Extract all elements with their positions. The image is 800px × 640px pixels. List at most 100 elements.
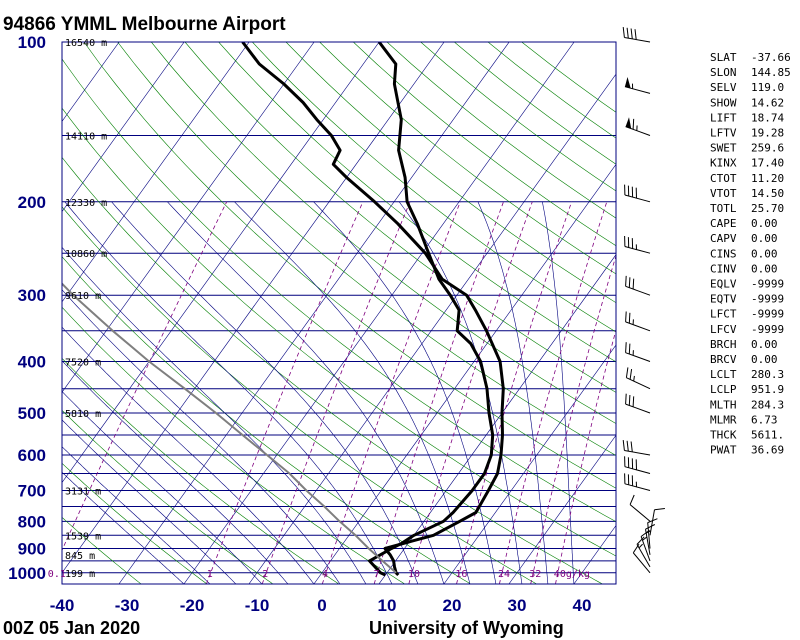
mixing-ratio-label: 40g/kg [554,569,590,580]
pressure-tick-label: 1000 [8,564,46,583]
wind-barb [629,494,651,522]
index-value: 119.0 [751,81,784,94]
mixing-ratio-label: 0.1 [48,569,66,580]
index-value: 284.3 [751,398,784,411]
pressure-tick-label: 800 [18,512,46,531]
source-credit: University of Wyoming [369,618,564,638]
chart-title: 94866 YMML Melbourne Airport [3,14,286,35]
index-value: 36.69 [751,444,784,457]
parcel-profile [62,282,397,574]
temperature-tick-label: 20 [443,596,462,615]
mixing-ratio-label: 24 [498,569,510,580]
index-name: MLTH [710,398,737,411]
index-name: CTOT [710,172,737,185]
dry-adiabat-line [151,42,616,424]
moist-adiabat-line [62,419,237,584]
index-value: 11.20 [751,172,784,185]
wind-barb [645,524,656,555]
mixing-ratio-label: 4 [322,569,328,580]
pressure-tick-label: 700 [18,482,46,501]
index-value: 259.6 [751,142,784,155]
moist-adiabat-line [62,446,211,584]
dry-adiabat-line [83,42,616,489]
moist-adiabat-line [62,360,289,584]
wind-barb [622,27,651,43]
index-value: -9999 [751,278,784,291]
index-name: LFCV [710,323,737,336]
wind-barb [625,367,651,390]
isotherm-line [508,434,616,584]
height-label: 5810 m [65,409,101,420]
index-value: -9999 [751,323,784,336]
wind-barb [625,117,651,136]
isotherm-line [118,42,510,584]
height-label: 199 m [65,569,95,580]
index-name: LCLT [710,368,737,381]
dry-adiabat-line [62,516,142,584]
pressure-tick-label: 500 [18,404,46,423]
wind-barb [624,473,651,491]
height-label: 10860 m [65,249,107,260]
height-label: 7520 m [65,358,101,369]
index-value: 5611. [751,429,784,442]
index-name: BRCH [710,338,737,351]
index-value: 280.3 [751,368,784,381]
mixing-ratio-label: 10 [408,569,420,580]
isotherm-line [62,42,120,122]
sounding-curves [62,42,505,577]
isotherm-line [378,254,616,584]
index-value: 0.00 [751,353,778,366]
isotherm-line [313,163,616,584]
moist-adiabat-line [167,201,445,584]
isotherm-line [62,42,185,213]
temperature-tick-label: -20 [180,596,205,615]
mixing-ratio-label: 2 [262,569,268,580]
mixing-ratio-line [530,254,616,584]
temperature-tick-label: -10 [245,596,270,615]
index-name: EQTV [710,293,737,306]
mixing-ratio-label: 1 [207,569,213,580]
background-grid [62,42,616,584]
wind-barbs [622,27,665,574]
isotherm-line [62,42,315,393]
index-name: EQLV [710,278,737,291]
mixing-ratio-line [499,201,608,584]
temperature-tick-label: -30 [115,596,140,615]
height-labels: 199 m 845 m 1539 m 3131 m 5810 m 7520 m 9610 m… [65,38,107,580]
plot-frame [61,41,617,585]
temperature-profile [241,42,505,577]
height-label: 9610 m [65,291,101,302]
index-value: 0.00 [751,262,778,275]
moist-adiabat-line [64,201,393,584]
mixing-ratio-line [456,201,572,584]
height-label: 12330 m [65,198,107,209]
moist-adiabat-line [542,201,575,584]
wind-barb [625,275,651,296]
wind-barb [632,543,651,574]
index-name: BRCV [710,353,737,366]
index-name: LFCT [710,308,737,321]
wind-barb [624,184,651,203]
isotherm-line [443,344,616,584]
mixing-ratio-line [261,201,411,584]
temperature-tick-label: 40 [573,596,592,615]
index-name: SLAT [710,51,737,64]
index-name: LCLP [710,383,737,396]
wind-barb [625,342,651,362]
temperature-tick-label: -40 [50,596,75,615]
height-label: 16540 m [65,38,107,49]
dewpoint-profile [368,42,495,577]
index-value: 18.74 [751,111,784,124]
index-value: -37.66 [751,51,791,64]
wind-barb [622,440,651,456]
dry-adiabat-line [62,306,405,584]
wind-barb [636,536,651,568]
index-value: 6.73 [751,413,778,426]
moist-adiabat-line [477,201,549,584]
index-name: CAPE [710,217,737,230]
wind-barb [625,311,651,332]
index-name: VTOT [710,187,737,200]
dry-adiabat-line [285,42,616,304]
dry-adiabat-line [62,107,616,557]
